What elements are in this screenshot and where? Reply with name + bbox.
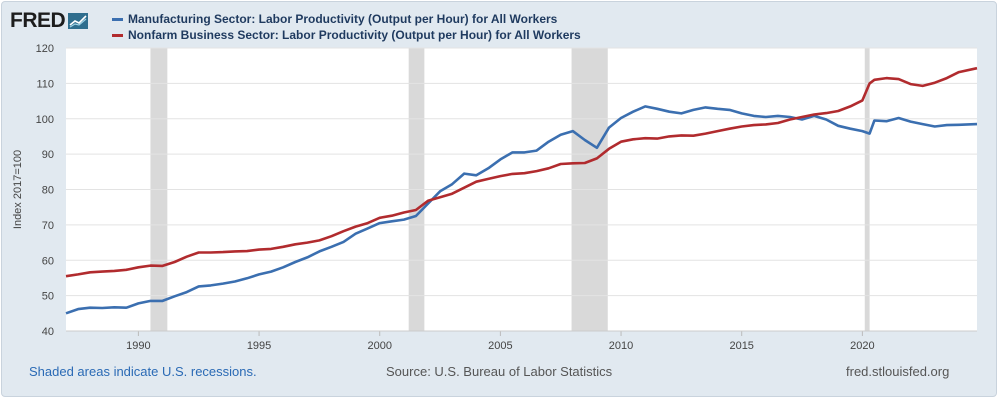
y-tick-label-60: 60: [42, 255, 54, 267]
legend-swatch-manufacturing: [112, 17, 123, 21]
x-tick-label-2000: 2000: [367, 340, 391, 352]
fred-logo-text: FRED: [10, 9, 66, 32]
x-tick-label-2005: 2005: [488, 340, 512, 352]
x-tick-label-2015: 2015: [729, 340, 753, 352]
y-tick-label-80: 80: [42, 185, 54, 197]
y-tick-label-120: 120: [36, 43, 54, 55]
site-link[interactable]: fred.stlouisfed.org: [846, 364, 950, 379]
legend-label-nonfarm: Nonfarm Business Sector: Labor Productiv…: [128, 28, 581, 42]
y-tick-label-40: 40: [42, 326, 54, 338]
legend-swatch-nonfarm: [112, 33, 123, 37]
x-tick-label-2010: 2010: [609, 340, 633, 352]
series-line-0: [65, 105, 978, 315]
x-tick-label-1990: 1990: [126, 340, 150, 352]
y-tick-label-110: 110: [36, 78, 54, 90]
y-tick-label-70: 70: [42, 220, 54, 232]
y-axis-label: Index 2017=100: [12, 150, 24, 229]
y-tick-label-100: 100: [36, 114, 54, 126]
fred-logo[interactable]: FRED: [10, 9, 89, 33]
legend-label-manufacturing: Manufacturing Sector: Labor Productivity…: [128, 12, 558, 26]
legend-item-nonfarm[interactable]: Nonfarm Business Sector: Labor Productiv…: [112, 27, 581, 43]
source-text: Source: U.S. Bureau of Labor Statistics: [386, 364, 613, 379]
legend-item-manufacturing[interactable]: Manufacturing Sector: Labor Productivity…: [112, 11, 581, 27]
recession-note-link[interactable]: Shaded areas indicate U.S. recessions.: [29, 364, 257, 379]
x-tick-label-1995: 1995: [247, 340, 271, 352]
chart-legend: Manufacturing Sector: Labor Productivity…: [112, 11, 581, 43]
series-line-1: [65, 66, 978, 278]
line-chart-icon: [68, 13, 89, 29]
x-tick-label-2020: 2020: [850, 340, 874, 352]
y-tick-label-90: 90: [42, 149, 54, 161]
y-tick-label-50: 50: [42, 291, 54, 303]
